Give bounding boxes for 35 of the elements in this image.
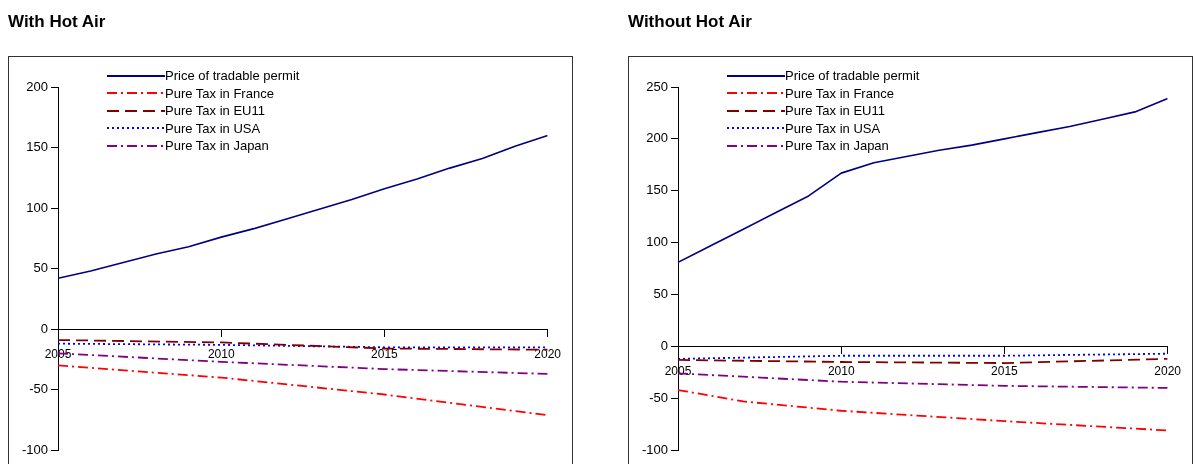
legend-label: Pure Tax in France bbox=[165, 84, 274, 102]
y-tick-label: 150 bbox=[646, 182, 669, 198]
y-tick-label: 0 bbox=[660, 338, 669, 354]
line-series bbox=[678, 389, 1168, 432]
y-tick-label: 50 bbox=[33, 260, 49, 276]
x-tick-label: 2020 bbox=[1154, 363, 1182, 378]
legend-label: Price of tradable permit bbox=[785, 67, 920, 85]
legend-label: Pure Tax in USA bbox=[785, 119, 881, 137]
legend-label: Pure Tax in Japan bbox=[785, 137, 889, 155]
y-tick-label: 100 bbox=[646, 234, 669, 250]
y-tick-label: 0 bbox=[40, 320, 49, 336]
y-tick-label: -100 bbox=[641, 441, 669, 457]
chart-title: With Hot Air bbox=[8, 12, 106, 32]
chart-title: Without Hot Air bbox=[628, 12, 752, 32]
y-tick-label: -50 bbox=[29, 381, 49, 397]
legend-label: Pure Tax in EU11 bbox=[165, 102, 265, 120]
line-series bbox=[58, 364, 548, 416]
y-tick-label: -50 bbox=[649, 389, 669, 405]
x-tick-label: 2020 bbox=[534, 346, 562, 361]
y-tick-label: 200 bbox=[26, 78, 49, 94]
y-tick-label: 150 bbox=[26, 139, 49, 155]
y-tick-label: 200 bbox=[646, 130, 669, 146]
x-tick-label: 2015 bbox=[371, 346, 399, 361]
x-tick-label: 2010 bbox=[827, 363, 855, 378]
legend-label: Pure Tax in EU11 bbox=[785, 102, 885, 120]
legend-label: Pure Tax in USA bbox=[165, 119, 261, 137]
y-tick-label: 100 bbox=[26, 199, 49, 215]
x-tick-label: 2015 bbox=[991, 363, 1019, 378]
legend-label: Pure Tax in Japan bbox=[165, 137, 269, 155]
y-tick-label: 250 bbox=[646, 78, 669, 94]
legend-label: Price of tradable permit bbox=[165, 67, 300, 85]
y-tick-label: -100 bbox=[21, 441, 49, 457]
x-tick-label: 2010 bbox=[207, 346, 235, 361]
y-tick-label: 50 bbox=[653, 286, 669, 302]
legend-label: Pure Tax in France bbox=[785, 84, 894, 102]
